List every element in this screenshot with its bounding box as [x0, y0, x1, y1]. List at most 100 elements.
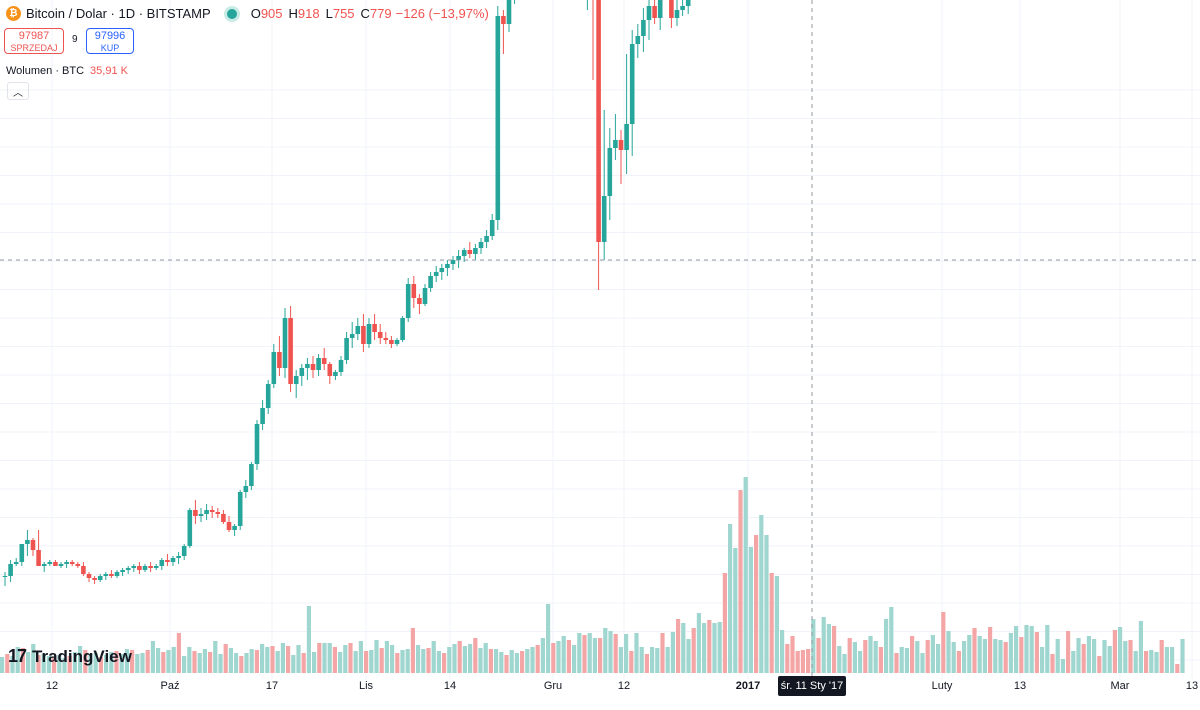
candle-body [181, 546, 187, 556]
volume-bar [847, 638, 852, 673]
candle-body [64, 562, 69, 564]
candle-body [47, 562, 53, 564]
volume-bar [0, 657, 5, 673]
volume-bar [889, 607, 894, 673]
volume-bar [858, 651, 863, 673]
volume-bar [634, 633, 639, 673]
volume-bar [748, 547, 753, 673]
candle-body [478, 242, 484, 248]
volume-bar [5, 654, 10, 673]
buy-button[interactable]: 97996 KUP [86, 28, 134, 54]
open-key: O [250, 6, 261, 21]
volume-bar [20, 648, 25, 673]
sell-button[interactable]: 97987 SPRZEDAJ [4, 28, 64, 54]
candle-body [316, 358, 321, 370]
volume-bar [452, 644, 457, 673]
candle-body [596, 0, 601, 242]
volume-bar [280, 643, 285, 673]
volume-bar [364, 651, 369, 673]
candle-body [19, 544, 25, 562]
candle-body [204, 510, 209, 514]
candle-body [81, 566, 86, 574]
volume-bar [930, 635, 935, 673]
tradingview-logo[interactable]: 17 TradingView [8, 646, 132, 667]
low-value: 755 [332, 6, 355, 21]
candle-body [198, 514, 204, 516]
volume-bar [561, 636, 566, 673]
candle-body [254, 424, 260, 464]
volume-bar [260, 644, 265, 673]
candle-body [400, 318, 405, 340]
volume-bar [197, 653, 202, 673]
candle-body [8, 564, 13, 576]
candle-body [635, 36, 641, 44]
volume-bar [951, 642, 956, 673]
candle-body [467, 250, 473, 254]
volume-bar [915, 641, 920, 673]
volume-bar [1040, 647, 1045, 673]
candle-body [109, 574, 114, 576]
candle-body [674, 10, 680, 18]
volume-bar [535, 645, 540, 673]
candle-body [669, 0, 674, 18]
candle-body [2, 576, 8, 577]
volume-bar [816, 638, 821, 673]
volume-bar [338, 652, 343, 673]
volume-bar [353, 651, 358, 673]
volume-bar [754, 535, 759, 673]
volume-bar [962, 641, 967, 673]
volume-bar [426, 648, 431, 673]
candle-body [372, 324, 377, 332]
buy-label: KUP [100, 43, 120, 53]
volume-bar [624, 634, 629, 673]
volume-bar [327, 643, 332, 673]
volume-bar [405, 649, 410, 673]
candle-body [629, 44, 635, 124]
volume-bar [743, 477, 748, 673]
volume-bar [488, 649, 493, 673]
candle-body [176, 556, 181, 558]
candle-body [405, 284, 411, 318]
volume-bar [785, 644, 790, 673]
candle-body [428, 276, 433, 288]
candle-body [153, 566, 159, 568]
candle-body [25, 540, 30, 544]
candle-body [433, 272, 439, 276]
spread-value: 9 [72, 34, 78, 45]
volume-bar [301, 653, 306, 673]
volume-bar [1133, 651, 1138, 673]
volume-bar [286, 646, 291, 673]
candle-body [489, 220, 495, 236]
volume-bar [93, 653, 98, 673]
volume-bar [894, 653, 899, 673]
volume-bar [223, 644, 228, 673]
volume-bar [967, 635, 972, 673]
volume-bar [46, 656, 51, 673]
candle-body [613, 140, 618, 148]
candle-body [226, 522, 232, 530]
volume-label: Wolumen · BTC [6, 65, 85, 77]
volume-bar [910, 636, 915, 673]
candle-body [389, 340, 394, 344]
collapse-legend-button[interactable]: ︿ [7, 82, 29, 100]
volume-bar [1154, 652, 1159, 673]
candle-body [361, 326, 366, 344]
candle-body [473, 248, 478, 254]
close-value: 779 [369, 6, 392, 21]
volume-bar [993, 639, 998, 673]
volume-bar [988, 627, 993, 673]
volume-bar [119, 654, 124, 673]
candle-body [69, 562, 75, 564]
volume-bar [686, 639, 691, 673]
market-status-icon[interactable] [226, 8, 237, 19]
volume-bar [400, 650, 405, 673]
volume-bar [265, 647, 270, 673]
volume-bar [603, 628, 608, 673]
open-value: 905 [260, 6, 283, 21]
candle-body [131, 566, 137, 568]
volume-bar [499, 652, 504, 673]
volume-bar [1050, 654, 1055, 673]
symbol-title[interactable]: Bitcoin / Dolar · 1D · BITSTAMP [26, 6, 211, 21]
volume-bar [769, 573, 774, 673]
